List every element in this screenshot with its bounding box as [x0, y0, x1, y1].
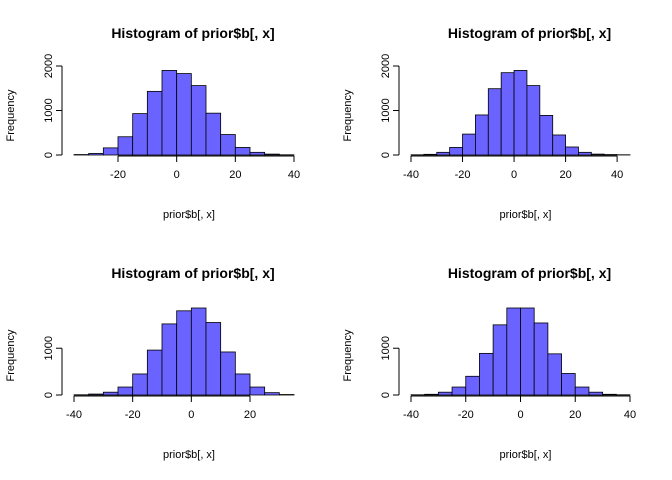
histogram-bar-0-3 [117, 136, 134, 156]
x-tick-label-0-0: -20 [110, 169, 126, 181]
histogram-bar-3-11 [561, 373, 576, 396]
histogram-bar-1-10 [539, 114, 554, 156]
histogram-bar-0-12 [249, 151, 266, 156]
histogram-bar-1-7 [500, 72, 515, 156]
histogram-bar-2-7 [176, 310, 192, 396]
histogram-bar-2-4 [132, 373, 148, 396]
y-tick-label-1-2: 2000 [380, 54, 392, 78]
histogram-bar-1-14 [590, 153, 605, 156]
histogram-bar-0-5 [146, 90, 163, 156]
histogram-bar-0-1 [88, 153, 104, 156]
x-tick-label-1-4: 40 [611, 169, 623, 181]
chart-title-3: Histogram of prior$b[, x] [448, 265, 611, 281]
histogram-bar-2-5 [146, 349, 163, 396]
y-tick-label-2-1: 1000 [43, 336, 55, 360]
x-tick-label-2-3: 20 [244, 409, 256, 421]
y-tick-label-1-0: 0 [380, 152, 392, 158]
x-tick-label-0-3: 40 [288, 169, 300, 181]
histogram-bar-0-9 [205, 112, 222, 156]
histogram-bar-2-2 [102, 391, 119, 396]
histogram-bar-1-12 [565, 146, 579, 156]
histogram-bar-0-13 [264, 153, 280, 156]
histogram-bar-0-2 [102, 147, 119, 156]
y-axis-label-2: Frequency [5, 329, 17, 381]
histogram-bar-2-13 [264, 392, 280, 396]
y-axis-label-1: Frequency [342, 89, 354, 141]
histogram-bar-0-8 [190, 85, 207, 156]
histogram-bar-0-7 [176, 73, 192, 156]
histogram-bar-1-4 [462, 133, 476, 156]
histogram-bar-3-3 [451, 386, 467, 396]
y-axis-label-3: Frequency [342, 329, 354, 381]
y-tick-label-3-1: 1000 [380, 336, 392, 360]
histogram-bar-3-10 [547, 353, 562, 396]
x-tick-label-0-1: 0 [174, 169, 180, 181]
histogram-bar-2-10 [220, 351, 236, 396]
y-tick-label-2-0: 0 [43, 392, 55, 398]
histogram-bar-0-4 [132, 113, 148, 156]
histogram-bar-3-2 [437, 391, 453, 396]
histogram-bar-3-1 [424, 393, 439, 396]
histogram-bar-2-12 [249, 386, 266, 396]
histogram-bar-3-13 [588, 391, 604, 396]
histogram-bar-3-12 [574, 386, 590, 396]
y-tick-label-0-1: 1000 [43, 98, 55, 122]
histogram-bar-2-9 [205, 322, 222, 396]
histogram-bar-0-11 [234, 147, 251, 156]
histogram-bar-2-1 [88, 393, 104, 396]
chart-title-2: Histogram of prior$b[, x] [111, 265, 274, 281]
histogram-bar-2-11 [234, 373, 251, 396]
histogram-bar-2-6 [161, 323, 178, 396]
histogram-bar-1-2 [436, 151, 451, 156]
chart-title-1: Histogram of prior$b[, x] [448, 25, 611, 41]
histogram-bar-3-8 [520, 307, 535, 396]
x-tick-label-3-1: -20 [458, 409, 474, 421]
x-tick-label-1-3: 20 [559, 169, 571, 181]
x-axis-label-1: prior$b[, x] [500, 209, 552, 221]
y-tick-label-1-1: 1000 [380, 98, 392, 122]
histogram-bar-3-9 [533, 322, 549, 396]
histogram-bar-1-3 [449, 147, 463, 156]
y-tick-label-0-2: 2000 [43, 54, 55, 78]
x-axis-label-3: prior$b[, x] [500, 449, 552, 461]
x-axis-label-2: prior$b[, x] [163, 449, 215, 461]
histogram-bar-3-6 [492, 324, 508, 396]
x-tick-label-2-0: -40 [66, 409, 82, 421]
x-tick-label-3-0: -40 [403, 409, 419, 421]
histogram-bar-1-5 [475, 114, 489, 156]
x-tick-label-3-3: 20 [569, 409, 581, 421]
y-tick-label-3-0: 0 [380, 392, 392, 398]
histogram-bar-0-10 [220, 134, 236, 156]
x-tick-label-1-0: -40 [403, 169, 419, 181]
histogram-bar-1-13 [578, 151, 592, 156]
histogram-bar-2-3 [117, 386, 134, 396]
x-tick-label-3-2: 0 [517, 409, 523, 421]
histogram-bar-3-7 [506, 307, 521, 396]
x-tick-label-1-2: 0 [511, 169, 517, 181]
x-tick-label-1-1: -20 [455, 169, 471, 181]
histogram-bar-3-5 [479, 352, 494, 396]
histogram-bar-3-14 [602, 393, 617, 396]
y-axis-label-0: Frequency [5, 89, 17, 141]
x-tick-label-2-1: -20 [125, 409, 141, 421]
histogram-bar-1-11 [552, 134, 566, 156]
x-tick-label-3-4: 40 [624, 409, 636, 421]
histogram-bar-0-6 [161, 70, 178, 156]
x-tick-label-0-2: 20 [229, 169, 241, 181]
x-axis-label-0: prior$b[, x] [163, 209, 215, 221]
histogram-bar-1-6 [487, 88, 502, 156]
histogram-bar-3-4 [465, 375, 480, 396]
y-tick-label-0-0: 0 [43, 152, 55, 158]
histogram-bar-2-8 [190, 307, 207, 396]
chart-title-0: Histogram of prior$b[, x] [111, 25, 274, 41]
x-tick-label-2-2: 0 [188, 409, 194, 421]
histogram-bar-1-8 [513, 70, 528, 156]
histogram-bar-1-1 [423, 153, 438, 156]
histogram-bar-1-9 [526, 85, 541, 156]
